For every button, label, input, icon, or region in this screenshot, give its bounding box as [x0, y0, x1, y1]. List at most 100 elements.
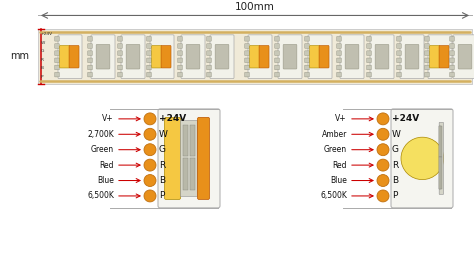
- FancyBboxPatch shape: [118, 65, 122, 70]
- FancyBboxPatch shape: [55, 65, 59, 70]
- Text: 6,500K: 6,500K: [320, 192, 347, 201]
- FancyBboxPatch shape: [245, 36, 249, 41]
- FancyBboxPatch shape: [397, 58, 401, 62]
- FancyBboxPatch shape: [88, 51, 92, 55]
- FancyBboxPatch shape: [275, 44, 279, 48]
- Circle shape: [377, 175, 389, 187]
- FancyBboxPatch shape: [450, 51, 454, 55]
- Text: G: G: [392, 145, 399, 154]
- Circle shape: [377, 144, 389, 156]
- FancyBboxPatch shape: [310, 45, 319, 68]
- FancyBboxPatch shape: [425, 51, 429, 55]
- FancyBboxPatch shape: [337, 36, 341, 41]
- FancyBboxPatch shape: [337, 58, 341, 62]
- FancyBboxPatch shape: [453, 35, 474, 79]
- FancyBboxPatch shape: [439, 45, 449, 68]
- FancyBboxPatch shape: [397, 44, 401, 48]
- FancyBboxPatch shape: [88, 65, 92, 70]
- FancyBboxPatch shape: [55, 72, 59, 77]
- FancyBboxPatch shape: [308, 35, 332, 79]
- FancyBboxPatch shape: [158, 109, 220, 208]
- FancyBboxPatch shape: [178, 51, 182, 55]
- FancyBboxPatch shape: [397, 72, 401, 77]
- Text: R: R: [159, 161, 165, 170]
- Bar: [190, 125, 195, 156]
- FancyBboxPatch shape: [305, 44, 310, 48]
- FancyBboxPatch shape: [118, 58, 122, 62]
- FancyBboxPatch shape: [278, 35, 302, 79]
- Text: P: P: [41, 75, 44, 79]
- Text: B: B: [41, 66, 44, 70]
- FancyBboxPatch shape: [400, 35, 424, 79]
- Text: Blue: Blue: [97, 176, 114, 185]
- FancyBboxPatch shape: [178, 36, 182, 41]
- FancyBboxPatch shape: [391, 109, 453, 208]
- FancyBboxPatch shape: [207, 72, 211, 77]
- Text: G: G: [41, 49, 45, 53]
- FancyBboxPatch shape: [181, 35, 205, 79]
- FancyBboxPatch shape: [283, 44, 297, 69]
- FancyBboxPatch shape: [164, 117, 181, 199]
- FancyBboxPatch shape: [439, 122, 444, 195]
- Text: +24V: +24V: [159, 114, 186, 123]
- FancyBboxPatch shape: [245, 51, 249, 55]
- FancyBboxPatch shape: [370, 35, 394, 79]
- FancyBboxPatch shape: [121, 35, 145, 79]
- Bar: [190, 158, 195, 190]
- FancyBboxPatch shape: [178, 72, 182, 77]
- FancyBboxPatch shape: [428, 35, 452, 79]
- FancyBboxPatch shape: [345, 44, 359, 69]
- Text: Red: Red: [332, 161, 347, 170]
- Text: 2,700K: 2,700K: [87, 130, 114, 139]
- FancyBboxPatch shape: [450, 44, 454, 48]
- FancyBboxPatch shape: [178, 65, 182, 70]
- Text: Green: Green: [324, 145, 347, 154]
- FancyBboxPatch shape: [275, 36, 279, 41]
- FancyBboxPatch shape: [305, 58, 310, 62]
- FancyBboxPatch shape: [375, 44, 389, 69]
- Bar: [439, 157, 442, 189]
- Text: +24V: +24V: [392, 114, 419, 123]
- FancyBboxPatch shape: [69, 45, 79, 68]
- FancyBboxPatch shape: [367, 44, 371, 48]
- Bar: [183, 158, 188, 190]
- FancyBboxPatch shape: [118, 36, 122, 41]
- Text: Blue: Blue: [330, 176, 347, 185]
- FancyBboxPatch shape: [91, 35, 115, 79]
- Circle shape: [144, 190, 156, 202]
- Bar: [439, 126, 441, 157]
- FancyBboxPatch shape: [207, 36, 211, 41]
- Text: R: R: [392, 161, 398, 170]
- FancyBboxPatch shape: [305, 72, 310, 77]
- FancyBboxPatch shape: [96, 44, 110, 69]
- FancyBboxPatch shape: [126, 44, 140, 69]
- FancyBboxPatch shape: [181, 120, 198, 196]
- FancyBboxPatch shape: [55, 51, 59, 55]
- FancyBboxPatch shape: [245, 44, 249, 48]
- Circle shape: [144, 175, 156, 187]
- FancyBboxPatch shape: [38, 29, 472, 84]
- Text: W: W: [41, 41, 46, 45]
- FancyBboxPatch shape: [425, 36, 429, 41]
- FancyBboxPatch shape: [88, 36, 92, 41]
- FancyBboxPatch shape: [319, 45, 329, 68]
- FancyBboxPatch shape: [337, 51, 341, 55]
- FancyBboxPatch shape: [207, 51, 211, 55]
- FancyBboxPatch shape: [60, 45, 70, 68]
- FancyBboxPatch shape: [118, 51, 122, 55]
- Circle shape: [377, 190, 389, 202]
- FancyBboxPatch shape: [118, 44, 122, 48]
- Text: V+: V+: [102, 114, 114, 123]
- FancyBboxPatch shape: [248, 35, 272, 79]
- FancyBboxPatch shape: [425, 58, 429, 62]
- FancyBboxPatch shape: [250, 45, 260, 68]
- Text: Red: Red: [100, 161, 114, 170]
- FancyBboxPatch shape: [275, 58, 279, 62]
- FancyBboxPatch shape: [305, 36, 310, 41]
- Text: B: B: [392, 176, 398, 185]
- FancyBboxPatch shape: [88, 72, 92, 77]
- FancyBboxPatch shape: [118, 72, 122, 77]
- FancyBboxPatch shape: [367, 72, 371, 77]
- Text: W: W: [392, 130, 401, 139]
- Circle shape: [401, 137, 444, 180]
